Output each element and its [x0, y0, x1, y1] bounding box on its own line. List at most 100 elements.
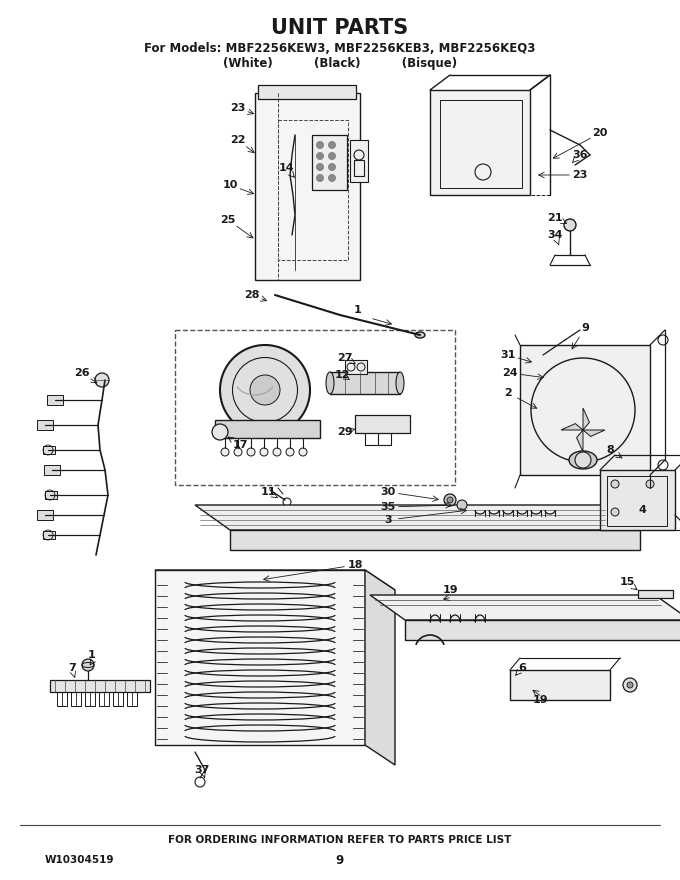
Circle shape [611, 480, 619, 488]
Circle shape [564, 219, 576, 231]
Circle shape [82, 659, 94, 671]
Text: 8: 8 [606, 445, 614, 455]
Circle shape [299, 448, 307, 456]
Circle shape [623, 678, 637, 692]
Polygon shape [583, 430, 605, 436]
Bar [43, 531, 55, 539]
Circle shape [221, 448, 229, 456]
Bar [57, 692, 67, 706]
Text: 20: 20 [592, 128, 608, 138]
Text: UNIT PARTS: UNIT PARTS [271, 18, 409, 38]
Polygon shape [430, 90, 530, 195]
Ellipse shape [326, 372, 334, 394]
Text: 9: 9 [336, 854, 344, 867]
Ellipse shape [250, 375, 280, 405]
Circle shape [247, 448, 255, 456]
Bar [113, 692, 123, 706]
Bar [354, 160, 364, 176]
Text: 1: 1 [88, 650, 96, 660]
Bar [278, 120, 348, 260]
Bar [45, 491, 57, 499]
Polygon shape [577, 430, 583, 452]
Circle shape [457, 500, 467, 510]
Bar [607, 476, 667, 526]
Circle shape [286, 448, 294, 456]
Text: 30: 30 [380, 487, 396, 497]
Text: 19: 19 [442, 585, 458, 595]
Circle shape [627, 682, 633, 688]
Text: 36: 36 [573, 150, 588, 160]
Circle shape [234, 448, 242, 456]
Text: 35: 35 [380, 502, 396, 512]
Ellipse shape [569, 451, 597, 469]
Polygon shape [255, 93, 360, 280]
Polygon shape [195, 505, 640, 530]
Circle shape [212, 424, 228, 440]
Polygon shape [230, 530, 640, 550]
Text: 34: 34 [547, 230, 563, 240]
Bar [175, 330, 455, 485]
Text: 19: 19 [532, 695, 548, 705]
Bar [440, 100, 522, 188]
Circle shape [328, 152, 335, 159]
Polygon shape [561, 423, 583, 430]
Circle shape [328, 174, 335, 181]
Ellipse shape [415, 332, 425, 338]
Bar [47, 395, 63, 405]
Circle shape [95, 373, 109, 387]
Bar [355, 415, 410, 433]
Text: 23: 23 [231, 103, 245, 113]
Text: 3: 3 [384, 515, 392, 525]
Bar [350, 140, 368, 182]
Circle shape [328, 142, 335, 149]
Text: 1: 1 [354, 305, 362, 315]
Polygon shape [365, 570, 395, 765]
Text: 27: 27 [337, 353, 353, 363]
Text: (White)          (Black)          (Bisque): (White) (Black) (Bisque) [223, 56, 457, 70]
Text: 7: 7 [68, 663, 76, 673]
Bar [345, 360, 367, 374]
Bar [37, 420, 53, 430]
Circle shape [328, 164, 335, 171]
Polygon shape [405, 620, 680, 640]
Text: 11: 11 [260, 487, 276, 497]
Circle shape [273, 448, 281, 456]
Text: 25: 25 [220, 215, 236, 225]
Bar [44, 465, 60, 475]
Text: 15: 15 [619, 577, 634, 587]
Text: 14: 14 [278, 163, 294, 173]
Bar [50, 680, 150, 692]
Text: 18: 18 [347, 560, 362, 570]
Text: 28: 28 [244, 290, 260, 300]
Bar [510, 670, 610, 700]
Text: 23: 23 [573, 170, 588, 180]
Bar [638, 590, 673, 598]
Bar [99, 692, 109, 706]
Circle shape [575, 452, 591, 468]
Circle shape [316, 142, 324, 149]
Polygon shape [155, 570, 365, 745]
Text: 17: 17 [233, 440, 248, 450]
Bar [127, 692, 137, 706]
Text: 37: 37 [194, 765, 209, 775]
Circle shape [611, 508, 619, 516]
Bar [312, 135, 347, 190]
Bar [215, 420, 320, 438]
Bar [43, 446, 55, 454]
Circle shape [316, 174, 324, 181]
Text: 6: 6 [518, 663, 526, 673]
Text: 24: 24 [503, 368, 517, 378]
Text: 4: 4 [638, 505, 646, 515]
Text: FOR ORDERING INFORMATION REFER TO PARTS PRICE LIST: FOR ORDERING INFORMATION REFER TO PARTS … [169, 835, 511, 845]
Text: W10304519: W10304519 [45, 855, 114, 865]
Circle shape [444, 494, 456, 506]
Text: For Models: MBF2256KEW3, MBF2256KEB3, MBF2256KEQ3: For Models: MBF2256KEW3, MBF2256KEB3, MB… [144, 41, 536, 55]
Circle shape [316, 152, 324, 159]
Circle shape [447, 497, 453, 503]
Text: 12: 12 [335, 370, 350, 380]
Bar [258, 85, 356, 99]
Polygon shape [155, 570, 395, 590]
Bar [600, 470, 675, 530]
Text: 9: 9 [581, 323, 589, 333]
Bar [85, 692, 95, 706]
